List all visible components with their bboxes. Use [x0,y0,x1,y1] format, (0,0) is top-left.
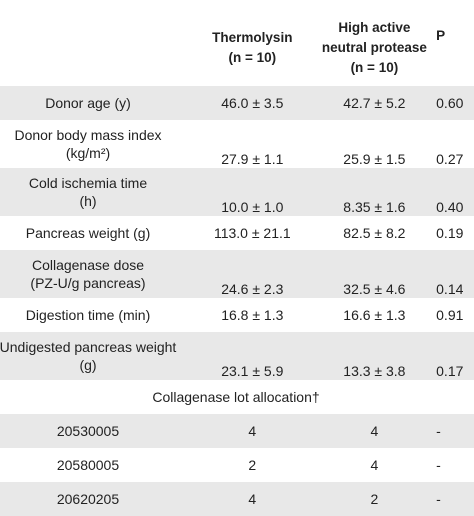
row-value-thermolysin: 23.1 ± 5.9 [190,332,315,380]
lot-value-neutral-protease: 4 [370,457,379,473]
lot-p-value: - [436,457,441,473]
table-row: Cold ischemia time (h) 10.0 ± 1.0 8.35 ±… [0,168,474,216]
row-label: Pancreas weight (g) [25,225,151,241]
lot-value-thermolysin: 2 [248,457,257,473]
row-p-value: 0.91 [436,307,464,323]
table-row: Donor body mass index (kg/m²) 27.9 ± 1.1… [0,120,474,168]
row-label: Digestion time (min) [25,307,151,323]
lot-label: 20530005 [0,414,190,448]
lot-value-neutral-protease: 2 [314,482,435,516]
table-row: 20620205 4 2 - [0,482,474,516]
table-row: Collagenase dose (PZ-U/g pancreas) 24.6 … [0,250,474,298]
table-row: Undigested pancreas weight (g) 23.1 ± 5.… [0,332,474,380]
table-row: Donor age (y) 46.0 ± 3.5 42.7 ± 5.2 0.60 [0,86,474,120]
row-label-line1: Collagenase dose [31,257,145,273]
row-value-thermolysin: 10.0 ± 1.0 [190,168,315,216]
lot-value-neutral-protease: 4 [314,414,435,448]
row-label-line2: (g) [79,357,97,373]
lot-p-value: - [434,414,474,448]
table-row: Pancreas weight (g) 113.0 ± 21.1 82.5 ± … [0,216,474,250]
row-value-thermolysin: 16.8 ± 1.3 [221,307,284,323]
row-label: Cold ischemia time (h) [0,168,190,216]
row-label: Undigested pancreas weight (g) [0,332,190,380]
header-neutral-protease: High active neutral protease (n = 10) [315,10,435,86]
lot-label: 20580005 [56,457,120,473]
header-thermolysin-n: (n = 10) [228,50,277,65]
row-label-line1: Undigested pancreas weight [0,339,177,355]
row-value-neutral-protease: 42.7 ± 5.2 [314,86,435,120]
row-value-neutral-protease: 82.5 ± 8.2 [343,225,406,241]
row-value-neutral-protease: 25.9 ± 1.5 [343,151,406,167]
row-value-neutral-protease: 16.6 ± 1.3 [343,307,406,323]
row-label-line1: Cold ischemia time [28,175,148,191]
header-row: Thermolysin (n = 10) High active neutral… [0,10,474,86]
lot-value-thermolysin: 4 [190,414,315,448]
lot-label: 20620205 [0,482,190,516]
row-value-thermolysin: 46.0 ± 3.5 [190,86,315,120]
header-neutral-protease-line1: High active [338,20,411,35]
header-thermolysin: Thermolysin (n = 10) [190,10,315,86]
header-thermolysin-name: Thermolysin [212,30,293,45]
row-value-neutral-protease: 13.3 ± 3.8 [314,332,435,380]
section-row: Collagenase lot allocation† [0,380,474,414]
header-neutral-protease-n: (n = 10) [350,60,399,75]
row-label: Donor body mass index (kg/m²) [0,120,190,168]
row-p-value: 0.40 [434,168,474,216]
row-value-neutral-protease: 8.35 ± 1.6 [314,168,435,216]
row-label-line2: (h) [79,193,97,209]
header-neutral-protease-line2: neutral protease [321,40,427,55]
table-row: 20530005 4 4 - [0,414,474,448]
lot-p-value: - [434,482,474,516]
row-value-thermolysin: 24.6 ± 2.3 [190,250,315,298]
row-value-neutral-protease: 32.5 ± 4.6 [314,250,435,298]
row-label: Donor age (y) [0,86,190,120]
row-label-line2: (kg/m²) [65,145,111,161]
header-label-cell [0,10,190,86]
lot-value-thermolysin: 4 [190,482,315,516]
row-value-thermolysin: 27.9 ± 1.1 [221,151,284,167]
header-p-value: P [436,28,446,43]
section-title: Collagenase lot allocation† [152,389,320,405]
row-label-line1: Donor body mass index [14,127,162,143]
row-label: Collagenase dose (PZ-U/g pancreas) [0,250,190,298]
table-row: Digestion time (min) 16.8 ± 1.3 16.6 ± 1… [0,298,474,332]
table-row: 20580005 2 4 - [0,448,474,482]
row-p-value: 0.27 [436,151,464,167]
row-p-value: 0.17 [434,332,474,380]
row-value-thermolysin: 113.0 ± 21.1 [213,225,291,241]
comparison-table: Thermolysin (n = 10) High active neutral… [0,10,474,516]
row-label-line2: (PZ-U/g pancreas) [30,275,146,291]
row-p-value: 0.60 [434,86,474,120]
row-p-value: 0.14 [434,250,474,298]
row-p-value: 0.19 [436,225,464,241]
